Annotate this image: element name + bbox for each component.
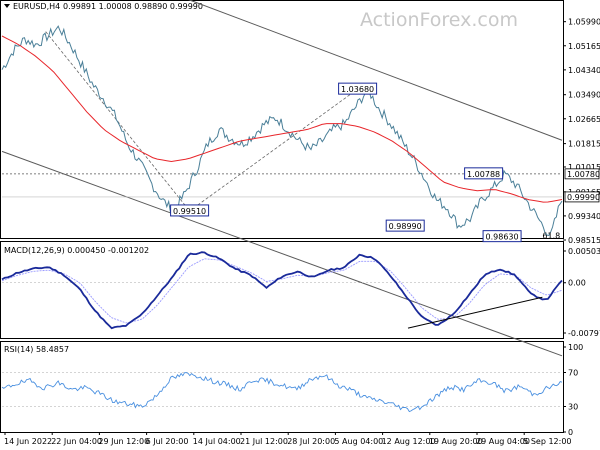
symbol-label: EURUSD,H4 bbox=[13, 2, 60, 11]
price-annotation: 0.98630 bbox=[482, 230, 522, 243]
rsi-plot bbox=[1, 372, 563, 413]
ohlc-values: 0.99891 1.00008 0.98890 0.99990 bbox=[63, 2, 203, 11]
x-axis-label: 28 Jul 20:00 bbox=[287, 437, 335, 446]
price-axis-label: 1.05990 bbox=[568, 18, 600, 27]
annotation-box bbox=[385, 219, 425, 232]
x-axis-label: 29 Jun 12:00 bbox=[98, 437, 149, 446]
macd-axis-label: -0.007973 bbox=[568, 329, 600, 338]
price-tag: 0.99990 bbox=[564, 191, 600, 203]
rsi-pane-frame bbox=[0, 341, 564, 433]
rsi-axis-label: 70 bbox=[568, 369, 578, 378]
price-tag: 1.00780 bbox=[564, 168, 600, 180]
watermark: ActionForex.com bbox=[360, 9, 518, 31]
x-axis-label: 22 Jun 04:00 bbox=[51, 437, 102, 446]
annotation-label: 0.99510 bbox=[173, 207, 206, 216]
x-axis-label: 19 Aug 20:00 bbox=[429, 437, 483, 446]
annotation-box bbox=[482, 230, 522, 243]
price-axis-label: 1.04340 bbox=[568, 66, 600, 75]
price-axis-label: 1.01015 bbox=[568, 163, 600, 172]
price-plot: 1.03680 0.99510 1.00788 0.98990 0.98630 61.8 bbox=[1, 0, 563, 357]
fib-level-label: 61.8 bbox=[542, 232, 560, 241]
caret-down-icon bbox=[4, 4, 10, 8]
price-tag-box bbox=[564, 191, 600, 203]
price-series bbox=[1, 25, 563, 236]
macd-plot bbox=[1, 251, 563, 330]
macd-axis-label: 0.00 bbox=[568, 279, 586, 288]
price-axis-label: 0.99340 bbox=[568, 212, 600, 221]
axis-labels: 1.05990 1.05165 1.04340 1.03490 1.02665 1.018… bbox=[4, 18, 600, 446]
macd-pane-frame bbox=[0, 241, 564, 339]
x-axis-label: 12 Aug 12:00 bbox=[382, 437, 436, 446]
macd-line bbox=[1, 251, 563, 330]
price-axis-label: 1.02665 bbox=[568, 115, 600, 124]
price-axis-label: 0.98515 bbox=[568, 236, 600, 245]
annotation-box bbox=[170, 204, 210, 217]
price-axis-label: 1.01815 bbox=[568, 140, 600, 149]
x-axis-label: 14 Jun 2022 bbox=[4, 437, 52, 446]
price-annotation: 0.98990 bbox=[385, 219, 425, 232]
price-header: EURUSD,H4 0.99891 1.00008 0.98890 0.9999… bbox=[4, 2, 203, 11]
annotation-label: 0.98630 bbox=[486, 233, 519, 242]
price-axis-label: 1.03490 bbox=[568, 91, 600, 100]
x-axis-label: 29 Aug 04:00 bbox=[476, 437, 530, 446]
x-axis-label: 14 Jul 04:00 bbox=[193, 437, 241, 446]
annotation-box bbox=[464, 167, 504, 180]
price-annotation: 1.00788 bbox=[464, 167, 504, 180]
price-pane-frame bbox=[0, 0, 564, 239]
annotation-label: 0.98990 bbox=[389, 222, 422, 231]
rsi-axis-label: 30 bbox=[568, 403, 578, 412]
price-annotation: 1.03680 bbox=[338, 82, 378, 95]
price-annotation: 0.99510 bbox=[170, 204, 210, 217]
channel-upper-line bbox=[188, 0, 563, 141]
rsi-axis-label: 100 bbox=[568, 343, 583, 352]
annotation-box bbox=[338, 82, 378, 95]
price-tag-label: 0.99990 bbox=[567, 193, 600, 202]
x-axis-label: 6 Jul 20:00 bbox=[146, 437, 189, 446]
price-tag-box bbox=[564, 168, 600, 180]
rsi-line bbox=[1, 372, 563, 413]
price-tag-label: 1.00780 bbox=[567, 170, 600, 179]
x-axis-label: 5 Sep 12:00 bbox=[523, 437, 571, 446]
rsi-title: RSI(14) 58.4857 bbox=[4, 345, 69, 354]
price-axis-label: 1.05165 bbox=[568, 42, 600, 51]
macd-title: MACD(12,26,9) 0.000450 -0.001202 bbox=[4, 246, 149, 255]
macd-axis-label: 0.005035 bbox=[568, 247, 600, 256]
rsi-axis-label: 0 bbox=[568, 428, 573, 437]
x-axis-label: 21 Jul 12:00 bbox=[240, 437, 288, 446]
dashed-trend-line-0 bbox=[45, 31, 190, 212]
ema-line bbox=[1, 35, 563, 203]
macd-signal-line bbox=[1, 258, 563, 324]
annotation-label: 1.00788 bbox=[467, 170, 500, 179]
channel-lower-line bbox=[1, 150, 563, 357]
dashed-trend-line-1 bbox=[189, 88, 358, 212]
annotation-label: 1.03680 bbox=[341, 85, 374, 94]
macd-trendline bbox=[407, 296, 543, 329]
x-axis-label: 5 Aug 04:00 bbox=[334, 437, 383, 446]
